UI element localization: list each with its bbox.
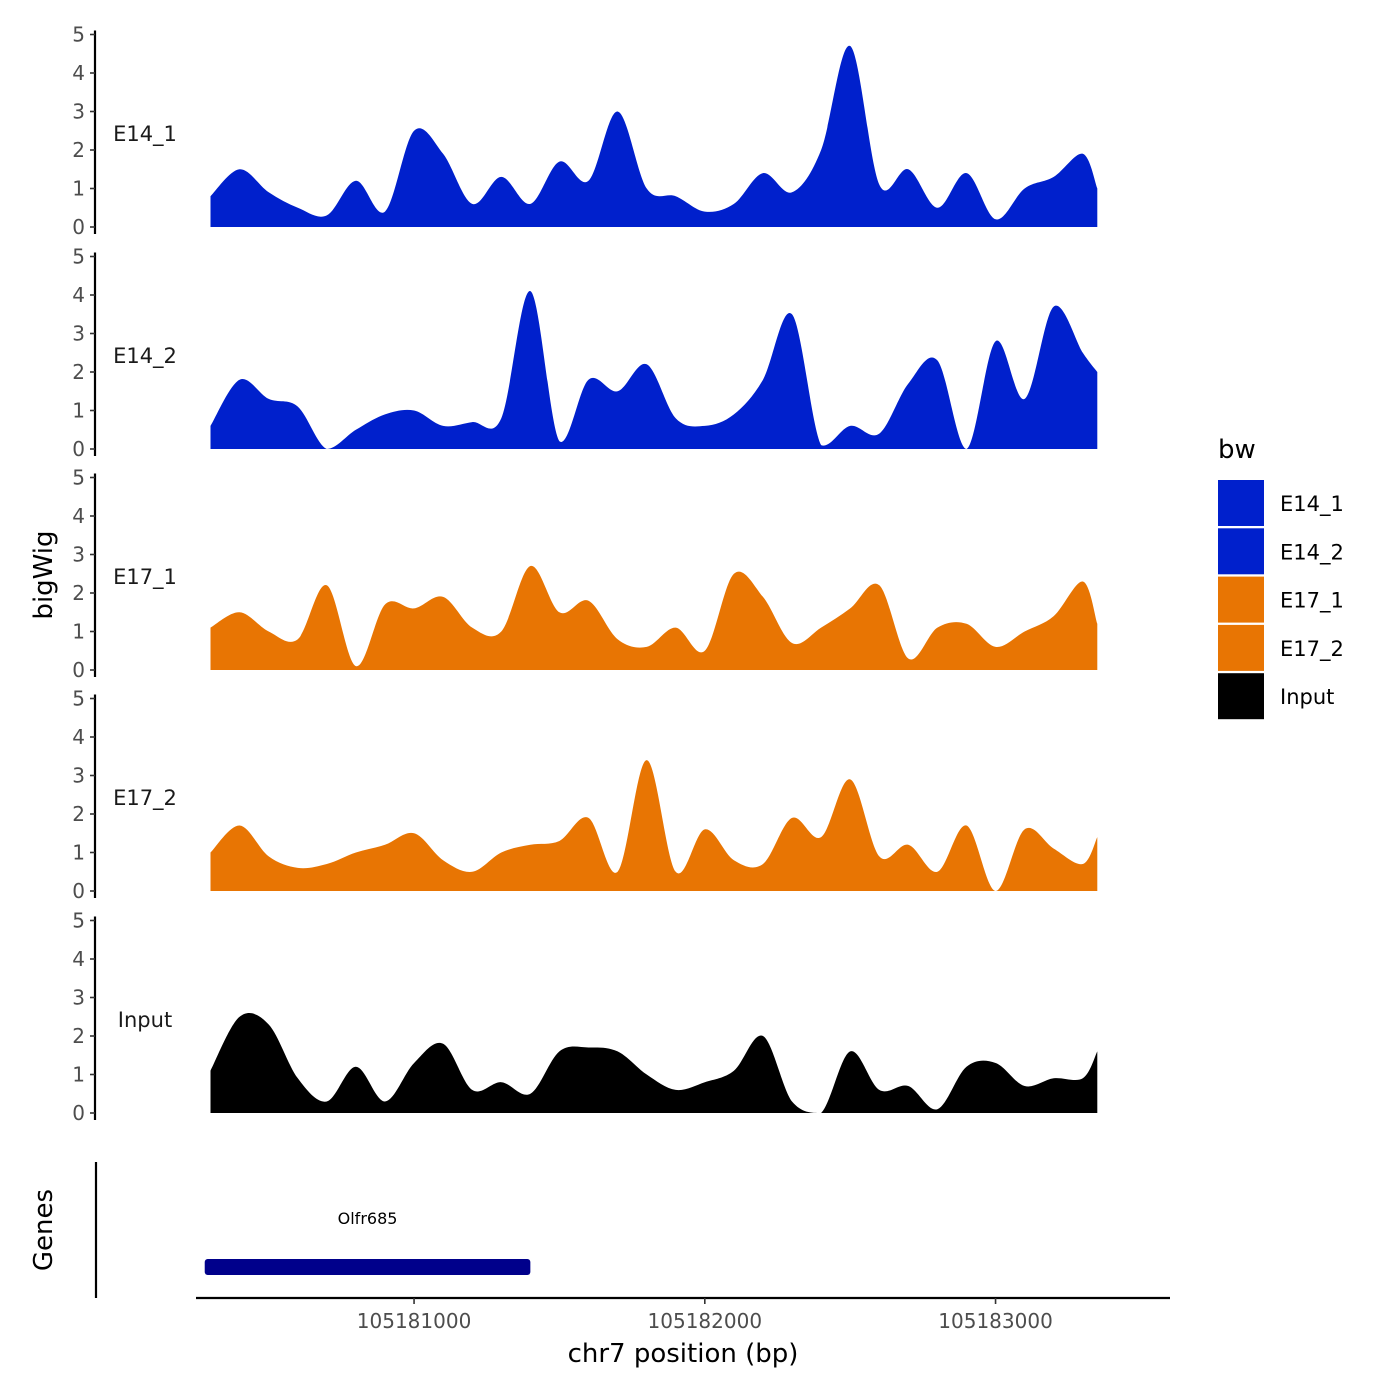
track-label: E14_1 <box>113 122 177 147</box>
y-tick-label: 2 <box>72 138 85 162</box>
y-tick-label: 5 <box>72 245 85 269</box>
gene-label: Olfr685 <box>338 1209 398 1228</box>
legend-label: E17_2 <box>1280 637 1344 662</box>
coverage-area-e14-1 <box>210 45 1098 228</box>
genes-axis-title: Genes <box>29 1189 59 1271</box>
y-tick-label: 1 <box>72 1063 85 1087</box>
legend-swatch <box>1218 673 1264 720</box>
gene-bar <box>204 1259 531 1275</box>
coverage-area-e14-2 <box>210 291 1098 449</box>
legend-title: bw <box>1218 435 1256 465</box>
y-tick-label: 1 <box>72 841 85 865</box>
coverage-area-input <box>210 1013 1098 1113</box>
y-tick-label: 1 <box>72 399 85 423</box>
track-e14-2: 0 1 2 3 4 5 E14_2 <box>72 245 1098 461</box>
y-tick-label: 3 <box>72 100 85 124</box>
track-label: E17_1 <box>113 565 177 590</box>
track-input: 0 1 2 3 4 5 Input <box>72 909 1098 1125</box>
y-tick-label: 4 <box>72 504 85 528</box>
legend-label: E14_2 <box>1280 540 1344 565</box>
coverage-area-e17-2 <box>210 760 1098 891</box>
y-tick-label: 2 <box>72 1024 85 1048</box>
y-tick-label: 5 <box>72 687 85 711</box>
y-tick-label: 2 <box>72 581 85 605</box>
legend-label: Input <box>1280 685 1334 709</box>
coverage-area-e17-1 <box>210 565 1098 670</box>
legend-swatch <box>1218 528 1264 575</box>
legend-swatch <box>1218 576 1264 623</box>
y-tick-label: 5 <box>72 23 85 47</box>
y-tick-label: 3 <box>72 764 85 788</box>
y-tick-label: 0 <box>72 437 85 461</box>
y-tick-label: 0 <box>72 658 85 682</box>
legend-swatch <box>1218 480 1264 526</box>
y-tick-label: 4 <box>72 725 85 749</box>
y-tick-label: 1 <box>72 177 85 201</box>
x-tick-label: 105182000 <box>648 1309 763 1333</box>
x-tick-label: 105181000 <box>357 1309 472 1333</box>
legend: bw E14_1 E14_2 E17_1 E17_2 Input <box>1218 435 1344 720</box>
x-axis-title: chr7 position (bp) <box>568 1339 799 1369</box>
legend-swatch <box>1218 624 1264 671</box>
y-tick-label: 0 <box>72 879 85 903</box>
track-e17-1: 0 1 2 3 4 5 E17_1 <box>72 466 1098 682</box>
y-tick-label: 0 <box>72 1101 85 1125</box>
legend-label: E14_1 <box>1280 492 1344 517</box>
genes-panel: Genes Olfr685 <box>29 1162 531 1298</box>
track-label: E17_2 <box>113 786 177 811</box>
track-e14-1: 0 1 2 3 4 5 E14_1 <box>72 23 1098 239</box>
y-tick-label: 4 <box>72 947 85 971</box>
y-tick-label: 5 <box>72 466 85 490</box>
track-e17-2: 0 1 2 3 4 5 E17_2 <box>72 687 1098 903</box>
y-tick-label: 3 <box>72 322 85 346</box>
y-tick-label: 3 <box>72 543 85 567</box>
y-tick-label: 2 <box>72 360 85 384</box>
y-tick-label: 4 <box>72 283 85 307</box>
y-tick-label: 5 <box>72 909 85 933</box>
track-label: Input <box>118 1008 172 1032</box>
y-tick-label: 2 <box>72 802 85 826</box>
x-tick-label: 105183000 <box>938 1309 1053 1333</box>
legend-label: E17_1 <box>1280 589 1344 614</box>
coverage-tracks: 0 1 2 3 4 5 E14_1 0 1 2 3 4 5 E14_2 0 1 2 3 4 5 E17_1 0 1 2 3 4 5 E… <box>72 23 1098 1125</box>
y-axis-title: bigWig <box>29 530 59 619</box>
y-tick-label: 3 <box>72 986 85 1010</box>
y-tick-label: 1 <box>72 620 85 644</box>
x-axis: 105181000 105182000 105183000 chr7 positio… <box>196 1296 1170 1369</box>
y-tick-label: 0 <box>72 215 85 239</box>
track-label: E14_2 <box>113 344 177 369</box>
y-tick-label: 4 <box>72 61 85 85</box>
